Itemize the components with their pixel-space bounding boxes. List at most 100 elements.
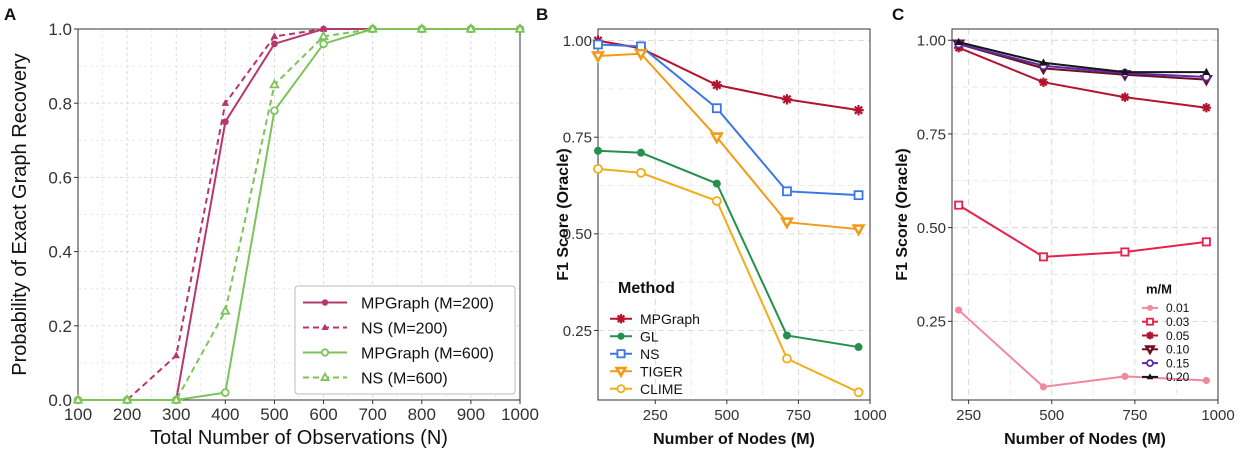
x-tick-label: 1000 xyxy=(501,405,539,424)
data-point xyxy=(221,99,230,106)
plot-frame xyxy=(597,28,871,401)
y-tick-label: 0.25 xyxy=(563,323,592,340)
data-point xyxy=(590,51,606,64)
y-tick-label: 1.00 xyxy=(563,33,592,50)
x-tick-label: 250 xyxy=(956,407,981,424)
series-gl xyxy=(594,146,863,352)
series-line xyxy=(78,28,520,401)
legend-marker xyxy=(1146,359,1154,368)
data-point xyxy=(367,23,378,33)
legend-marker xyxy=(616,384,626,394)
legend-item: 0.05 xyxy=(1142,329,1190,343)
data-point xyxy=(318,30,329,41)
axis-ticks: 100 200 300 400 500 600 700 800 900 1000 0.0 0.2 0.4… xyxy=(48,20,539,424)
series-line xyxy=(958,204,1207,258)
x-tick-label: 100 xyxy=(64,405,92,424)
x-tick-label: 750 xyxy=(786,407,811,424)
data-point xyxy=(636,148,645,157)
data-point xyxy=(593,39,603,50)
y-tick-label: 0.6 xyxy=(48,169,72,188)
data-point xyxy=(633,48,648,62)
data-point xyxy=(1120,92,1130,102)
panel-label: B xyxy=(536,5,548,24)
data-point xyxy=(1120,67,1129,75)
legend-label: 0.10 xyxy=(1166,343,1190,357)
x-tick-label: 500 xyxy=(714,407,739,424)
data-point xyxy=(514,23,526,33)
series-line xyxy=(958,43,1207,78)
legend-item: CLIME xyxy=(610,381,683,397)
y-tick-label: 0.2 xyxy=(48,317,72,336)
legend-item: MPGraph (M=200) xyxy=(303,295,494,312)
y-tick-label: 0.25 xyxy=(917,314,946,331)
data-point xyxy=(781,94,793,105)
y-tick-label: 1.00 xyxy=(917,33,946,50)
legend-label: GL xyxy=(640,328,659,344)
legend-marker xyxy=(320,348,330,357)
x-tick-label: 500 xyxy=(1039,407,1064,424)
y-tick-label: 1.0 xyxy=(48,20,72,39)
legend-item: MPGraph (M=600) xyxy=(303,345,494,362)
legend-label: TIGER xyxy=(640,363,683,379)
data-point xyxy=(779,217,795,230)
axis-ticks: 250 500 750 1000 0.25 0.50 0.75 1.00 xyxy=(563,33,887,424)
data-point xyxy=(270,32,279,40)
legend-marker xyxy=(614,366,628,379)
data-point xyxy=(954,37,963,45)
series-line xyxy=(958,41,1207,74)
y-tick-label: 0.4 xyxy=(48,243,72,262)
legend-item: NS xyxy=(610,346,659,362)
y-tick-label: 0.8 xyxy=(48,94,72,113)
panel-label: C xyxy=(892,5,904,24)
x-tick-label: 200 xyxy=(113,405,141,424)
x-tick-label: 500 xyxy=(260,405,288,424)
plot-frame xyxy=(77,28,521,401)
legend-marker xyxy=(616,314,626,324)
data-point xyxy=(711,103,722,114)
legend-label: 0.01 xyxy=(1166,301,1190,315)
legend-item: MPGraph xyxy=(610,311,700,327)
series-line xyxy=(958,43,1207,81)
legend-marker xyxy=(617,332,625,340)
series-0-03 xyxy=(954,200,1211,262)
legend-marker xyxy=(1146,331,1154,340)
legend-label: NS (M=200) xyxy=(361,320,448,337)
data-point xyxy=(271,40,278,48)
data-point xyxy=(72,394,84,404)
series-0-20 xyxy=(954,37,1211,75)
x-tick-label: 800 xyxy=(408,405,436,424)
data-point xyxy=(711,196,722,206)
y-axis-label: F1 Score (Oracle) xyxy=(894,148,911,281)
x-axis-label: Number of Nodes (M) xyxy=(653,431,815,448)
panel-c: C 250 500 750 1000 0.25 0.50 0.75 1.00 Number of … xyxy=(892,5,1235,448)
data-point xyxy=(1038,252,1048,262)
legend-marker xyxy=(616,349,626,359)
axis-ticks: 250 500 750 1000 0.25 0.50 0.75 1.00 xyxy=(917,33,1235,424)
data-point xyxy=(954,200,964,210)
y-tick-label: 0.50 xyxy=(917,220,946,237)
series-line xyxy=(957,309,1207,388)
data-point xyxy=(782,331,791,340)
legend-label: 0.05 xyxy=(1166,329,1190,343)
data-point xyxy=(270,106,279,115)
data-point xyxy=(1121,372,1129,380)
y-axis-label: F1 Score (Oracle) xyxy=(555,148,572,281)
x-tick-label: 1000 xyxy=(1201,407,1234,424)
legend-marker xyxy=(1146,373,1154,380)
legend-item: TIGER xyxy=(610,363,683,379)
data-point xyxy=(319,39,328,49)
legend-label: 0.15 xyxy=(1166,356,1190,370)
data-point xyxy=(1038,77,1049,87)
data-point xyxy=(1201,237,1211,247)
data-point xyxy=(636,167,646,178)
series-ns xyxy=(593,39,864,201)
data-point xyxy=(1201,103,1212,113)
y-axis-label: Probability of Exact Graph Recovery xyxy=(9,53,31,375)
series-0-01 xyxy=(955,306,1210,391)
x-axis-label: Total Number of Observations (N) xyxy=(150,427,448,449)
legend-item: 0.01 xyxy=(1142,301,1190,315)
y-tick-label: 0.50 xyxy=(563,226,592,243)
data-point xyxy=(851,224,866,237)
data-point xyxy=(853,387,864,398)
